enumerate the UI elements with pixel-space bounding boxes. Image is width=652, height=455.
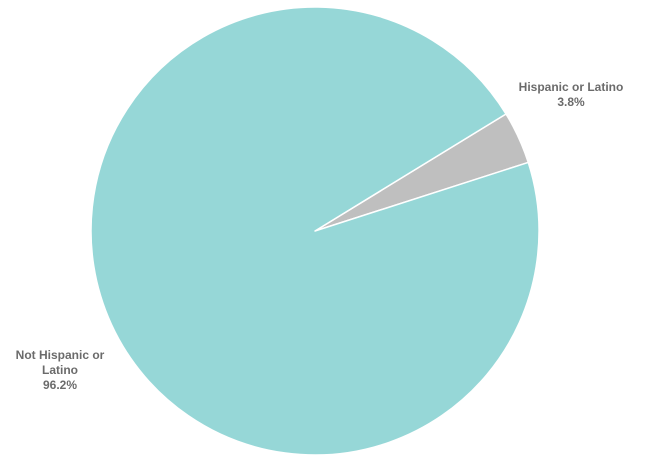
slice-percent-label: 3.8%: [557, 95, 585, 109]
pie-slice-not-hispanic-or-latino: [90, 6, 540, 455]
slice-category-label-line-2: Latino: [42, 363, 78, 377]
pie-slices: [90, 6, 540, 455]
slice-label-not-hispanic-or-latino: Not Hispanic or Latino 96.2%: [0, 348, 120, 393]
slice-label-hispanic-or-latino: Hispanic or Latino 3.8%: [506, 80, 636, 110]
slice-percent-label: 96.2%: [42, 378, 78, 392]
slice-category-label: Hispanic or Latino: [518, 80, 624, 94]
slice-category-label-line-1: Not Hispanic or: [15, 348, 105, 362]
